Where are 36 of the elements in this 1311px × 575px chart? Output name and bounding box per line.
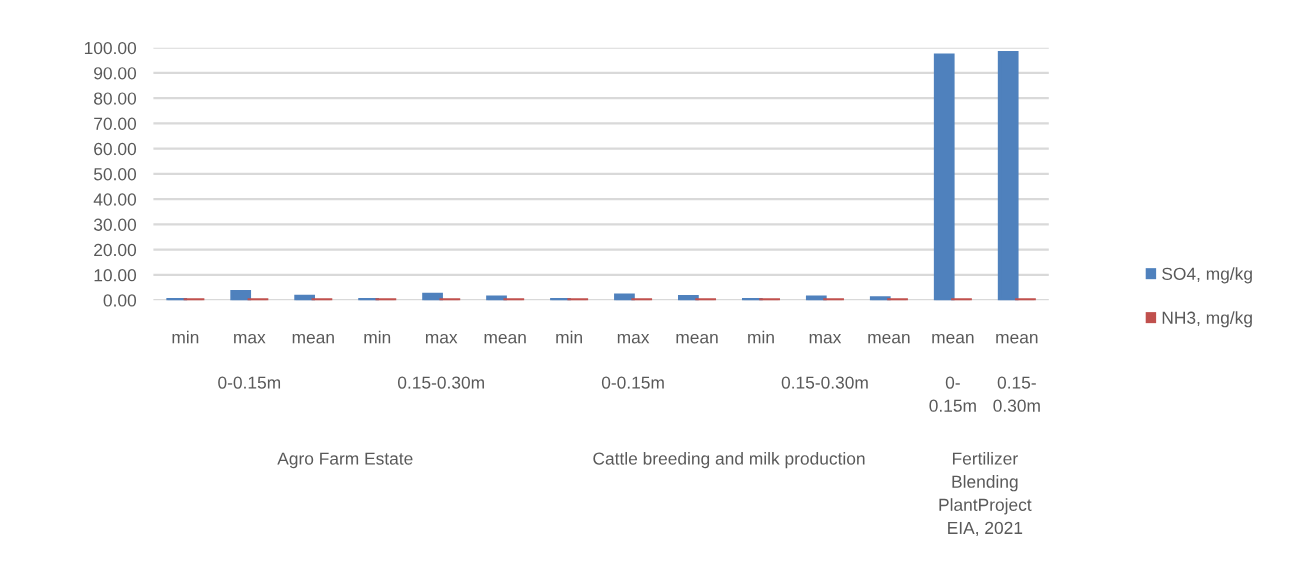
- y-tick-label: 70.00: [94, 117, 137, 130]
- x-tick-label: min: [364, 330, 391, 344]
- x-tick-label: max: [617, 333, 650, 344]
- legend-label: SO4, mg/kg: [1162, 267, 1252, 284]
- x-tick-label: mean: [676, 333, 718, 344]
- text: Fertilizer Blending PlantProject EIA, 2021: [939, 452, 1032, 537]
- y-tick-label: 30.00: [93, 218, 137, 231]
- y-tick-label: 10.00: [94, 269, 137, 282]
- text: Cattle breeding and milk production: [593, 452, 865, 469]
- y-tick-label: 60.00: [94, 142, 137, 156]
- y-tick-label: 50.00: [93, 168, 137, 181]
- text: 0-0.15m: [218, 376, 281, 389]
- x-tick-label: min: [556, 330, 582, 344]
- x-tick-label: mean: [292, 333, 334, 344]
- text: 0.15-0.30m: [397, 376, 484, 389]
- y-tick-label: 0.00: [103, 294, 137, 307]
- x-tick-label: min: [748, 330, 774, 344]
- x-tick-label: max: [809, 333, 842, 344]
- x-tick-label: max: [234, 333, 266, 344]
- text: 0.15- 0.30m: [993, 376, 1040, 412]
- y-tick-label: 40.00: [93, 193, 137, 206]
- y-tick-label: 20.00: [94, 243, 137, 257]
- text: 0-0.15m: [601, 376, 664, 389]
- y-tick-label: 80.00: [94, 92, 137, 105]
- text: Agro Farm Estate: [277, 452, 413, 469]
- y-tick-label: 90.00: [94, 67, 137, 80]
- y-tick-label: 100.00: [84, 41, 137, 55]
- x-tick-label: mean: [868, 333, 910, 344]
- x-tick-label: mean: [996, 333, 1038, 344]
- legend-label: NH3, mg/kg: [1162, 311, 1252, 328]
- x-tick-label: max: [425, 333, 458, 344]
- text: 0- 0.15m: [929, 376, 976, 412]
- x-tick-label: mean: [484, 333, 526, 344]
- text: 0.15-0.30m: [781, 376, 868, 389]
- x-tick-label: min: [172, 330, 199, 344]
- x-tick-label: mean: [932, 333, 974, 344]
